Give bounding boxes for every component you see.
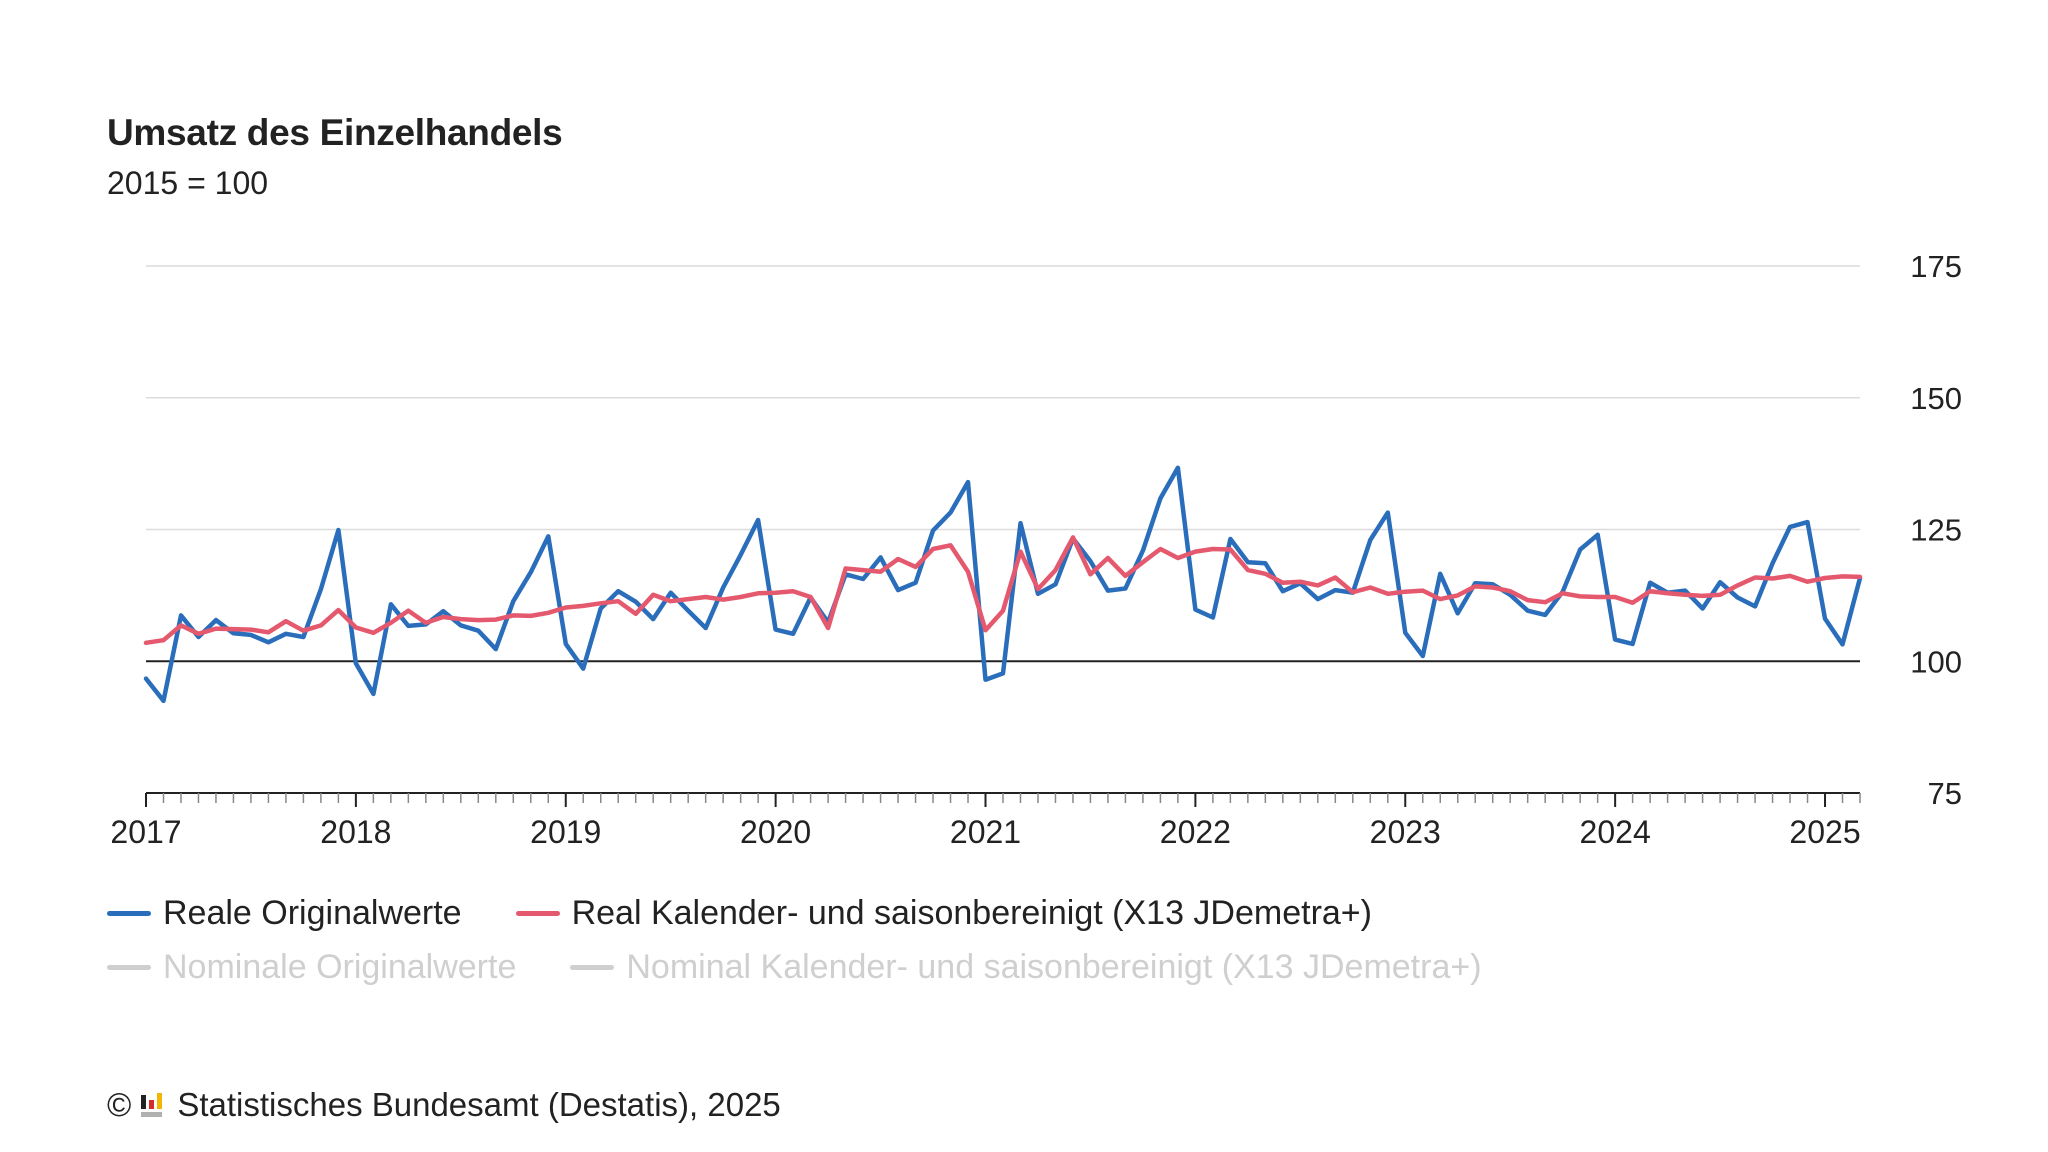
legend-label: Nominal Kalender- und saisonbereinigt (X… (626, 948, 1482, 986)
legend-swatch (515, 911, 560, 916)
x-tick-label: 2019 (530, 814, 601, 850)
legend-item-real-saisonbereinigt[interactable]: Real Kalender- und saisonbereinigt (X13 … (515, 894, 1372, 933)
chart-title: Umsatz des Einzelhandels (107, 112, 563, 153)
x-tick-label: 2021 (950, 814, 1021, 850)
y-gridlines (146, 265, 1860, 663)
series-line-1 (143, 465, 1863, 704)
x-axis: 2017 2018 2019 2020 2021 2022 2023 2024 2025 (110, 792, 1861, 850)
y-axis-tick-labels: 75 100 125 150 175 (1910, 249, 1962, 811)
source-footer: © Statistisches Bundesamt (Destatis), 20… (107, 1086, 781, 1124)
legend-swatch (570, 965, 615, 970)
y-tick-label: 175 (1910, 249, 1962, 284)
x-tick-label: 2024 (1580, 814, 1651, 850)
legend-row-1: Reale Originalwerte Real Kalender- und s… (107, 894, 1426, 933)
series-lines (143, 465, 1863, 704)
legend-item-reale-originalwerte[interactable]: Reale Originalwerte (107, 894, 462, 933)
legend-swatch (107, 911, 151, 916)
source-text: Statistisches Bundesamt (Destatis), 2025 (177, 1086, 781, 1123)
x-tick-label: 2017 (110, 814, 181, 850)
legend-item-nominal-saisonbereinigt[interactable]: Nominal Kalender- und saisonbereinigt (X… (570, 948, 1482, 987)
y-tick-label: 150 (1910, 381, 1962, 416)
y-tick-label: 100 (1910, 644, 1962, 679)
x-tick-label: 2020 (740, 814, 811, 850)
legend-item-nominale-originalwerte[interactable]: Nominale Originalwerte (107, 948, 516, 987)
x-tick-label: 2023 (1370, 814, 1441, 850)
legend-label: Nominale Originalwerte (163, 948, 517, 986)
series-line-2 (143, 535, 1863, 646)
x-tick-label: 2022 (1160, 814, 1231, 850)
x-tick-label: 2018 (320, 814, 391, 850)
legend-label: Reale Originalwerte (163, 894, 462, 932)
copyright-symbol: © (107, 1086, 132, 1123)
legend-label: Real Kalender- und saisonbereinigt (X13 … (571, 894, 1372, 932)
x-tick-label: 2025 (1789, 814, 1860, 850)
legend-row-2: Nominale Originalwerte Nominal Kalender-… (107, 948, 1536, 987)
chart-subtitle: 2015 = 100 (107, 165, 269, 201)
y-tick-label: 75 (1928, 776, 1962, 811)
legend-swatch (107, 965, 151, 970)
y-tick-label: 125 (1910, 513, 1962, 548)
destatis-logo-icon (141, 1093, 163, 1117)
